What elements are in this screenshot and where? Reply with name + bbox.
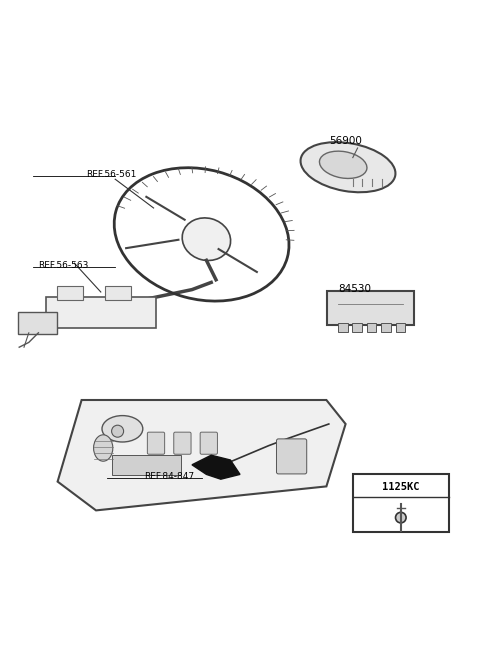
FancyBboxPatch shape [338, 323, 348, 333]
FancyBboxPatch shape [18, 312, 57, 335]
FancyBboxPatch shape [367, 323, 376, 333]
FancyBboxPatch shape [57, 286, 83, 300]
Text: REF.56-563: REF.56-563 [38, 261, 89, 270]
Text: REF.84-847: REF.84-847 [144, 472, 194, 482]
FancyBboxPatch shape [147, 432, 165, 454]
Ellipse shape [182, 218, 230, 260]
FancyBboxPatch shape [105, 286, 131, 300]
FancyBboxPatch shape [46, 297, 156, 328]
FancyBboxPatch shape [112, 455, 181, 476]
Ellipse shape [320, 151, 367, 178]
Text: 56900: 56900 [329, 136, 362, 146]
Ellipse shape [94, 435, 113, 461]
Text: REF.56-561: REF.56-561 [86, 170, 137, 179]
FancyBboxPatch shape [174, 432, 191, 454]
Text: 84530: 84530 [339, 285, 372, 295]
FancyBboxPatch shape [396, 323, 405, 333]
Ellipse shape [102, 416, 143, 442]
FancyBboxPatch shape [353, 474, 449, 532]
Ellipse shape [300, 142, 396, 192]
Polygon shape [58, 400, 346, 510]
FancyBboxPatch shape [381, 323, 391, 333]
FancyBboxPatch shape [352, 323, 362, 333]
Ellipse shape [396, 512, 406, 523]
FancyBboxPatch shape [200, 432, 217, 454]
Polygon shape [192, 455, 240, 479]
FancyBboxPatch shape [327, 291, 414, 325]
FancyBboxPatch shape [276, 439, 307, 474]
Text: 1125KC: 1125KC [382, 482, 420, 492]
Ellipse shape [111, 425, 124, 437]
